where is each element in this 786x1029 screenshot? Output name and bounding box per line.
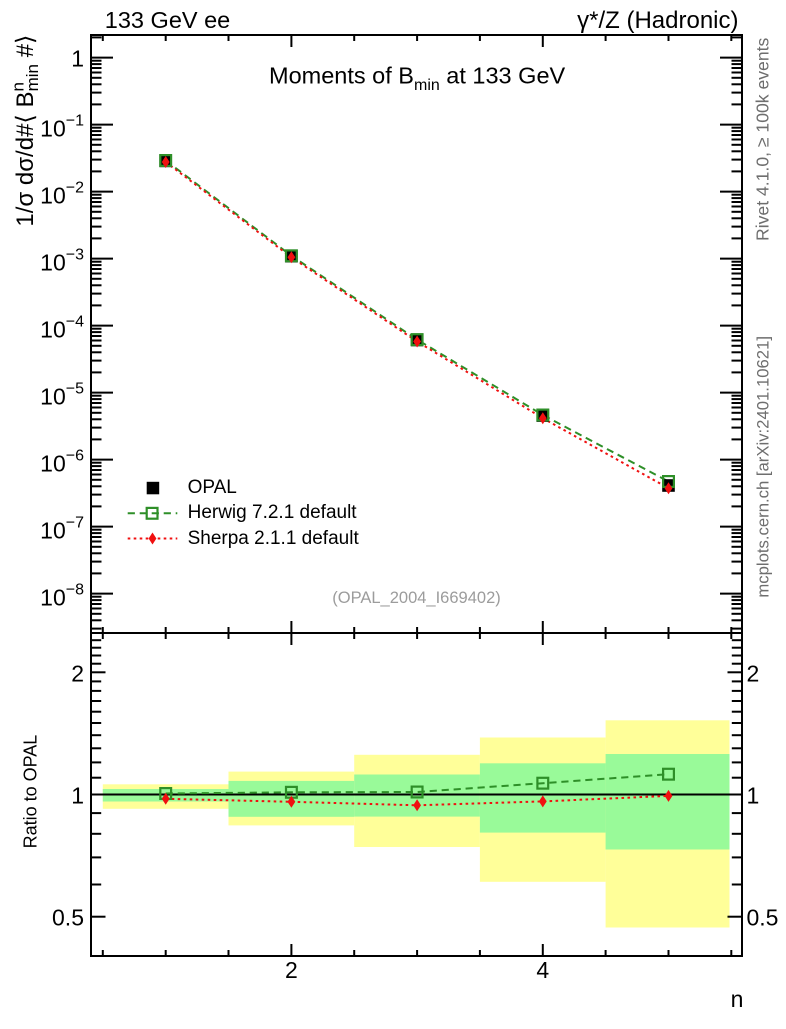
svg-text:γ*/Z (Hadronic): γ*/Z (Hadronic) bbox=[577, 7, 738, 34]
svg-text:OPAL: OPAL bbox=[188, 477, 237, 498]
svg-text:n: n bbox=[731, 986, 744, 1012]
svg-text:10−4: 10−4 bbox=[40, 314, 84, 343]
svg-text:4: 4 bbox=[536, 957, 549, 983]
svg-text:mcplots.cern.ch [arXiv:2401.10: mcplots.cern.ch [arXiv:2401.10621] bbox=[754, 336, 773, 598]
svg-text:Ratio to OPAL: Ratio to OPAL bbox=[20, 735, 40, 849]
svg-text:2: 2 bbox=[747, 660, 760, 686]
svg-text:10−7: 10−7 bbox=[40, 515, 84, 544]
svg-text:10−3: 10−3 bbox=[40, 247, 84, 276]
svg-text:Rivet 4.1.0, ≥ 100k events: Rivet 4.1.0, ≥ 100k events bbox=[753, 37, 773, 241]
svg-text:1: 1 bbox=[71, 783, 84, 809]
svg-text:0.5: 0.5 bbox=[52, 905, 84, 931]
svg-text:1: 1 bbox=[71, 46, 84, 72]
svg-text:2: 2 bbox=[285, 957, 298, 983]
svg-text:1: 1 bbox=[747, 783, 760, 809]
svg-text:Sherpa 2.1.1 default: Sherpa 2.1.1 default bbox=[188, 528, 360, 549]
svg-text:10−8: 10−8 bbox=[40, 582, 84, 611]
svg-text:2: 2 bbox=[71, 660, 84, 686]
svg-text:1/σ dσ/d#⟨ Bnmin #⟩: 1/σ dσ/d#⟨ Bnmin #⟩ bbox=[9, 35, 43, 227]
svg-text:0.5: 0.5 bbox=[747, 905, 779, 931]
svg-text:10−1: 10−1 bbox=[40, 113, 84, 142]
svg-text:10−5: 10−5 bbox=[40, 381, 84, 410]
svg-text:Herwig 7.2.1 default: Herwig 7.2.1 default bbox=[188, 502, 358, 523]
svg-text:(OPAL_2004_I669402): (OPAL_2004_I669402) bbox=[332, 589, 501, 607]
svg-text:133 GeV ee: 133 GeV ee bbox=[105, 7, 230, 33]
